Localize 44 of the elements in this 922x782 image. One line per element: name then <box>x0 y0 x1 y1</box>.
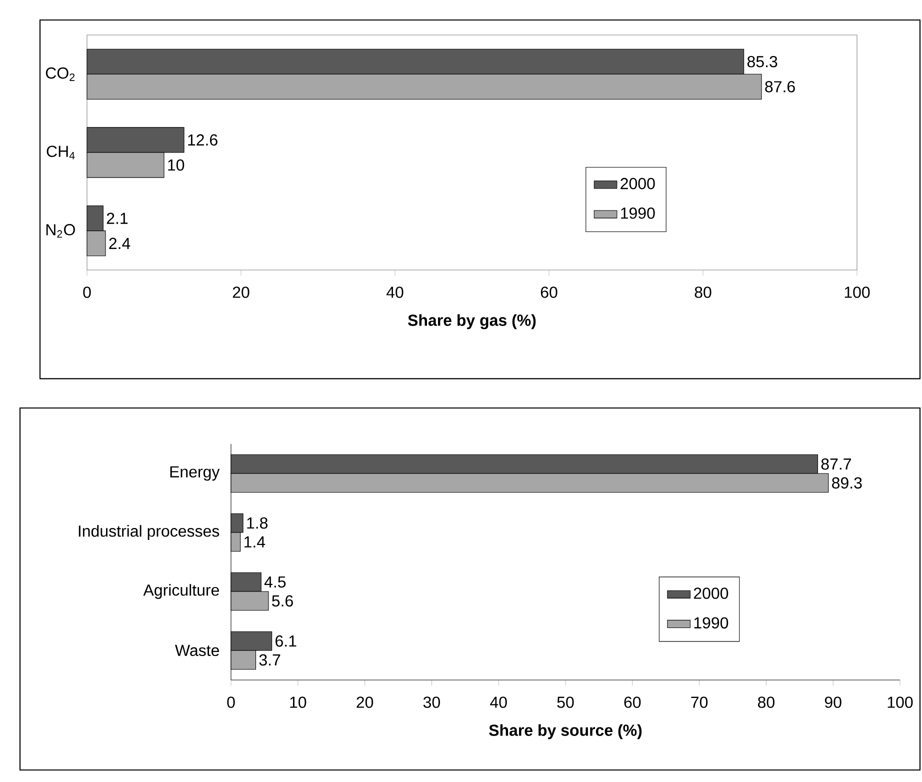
data-label: 2.1 <box>106 212 128 224</box>
data-label: 85.3 <box>747 56 778 68</box>
legend-label: 1990 <box>694 617 728 629</box>
y-tick-label: CO$_{2}$ <box>46 67 75 81</box>
y-tick-label: CH$_{4}$ <box>46 146 75 160</box>
x-tick-label: 20 <box>232 286 250 298</box>
x-tick-label: 40 <box>386 286 404 298</box>
x-tick-label: 90 <box>824 696 842 708</box>
data-label: 6.1 <box>276 635 296 647</box>
y-tick-label: Agriculture <box>143 584 219 599</box>
x-tick-label: 100 <box>844 286 870 298</box>
data-label: 10 <box>168 159 184 171</box>
x-tick-label: 80 <box>694 286 712 298</box>
data-label: 89.3 <box>832 477 862 489</box>
data-label: 87.7 <box>821 458 851 470</box>
x-tick-label: 20 <box>356 696 374 708</box>
x-tick-label: 10 <box>290 696 306 708</box>
data-label: 1.4 <box>244 536 266 548</box>
y-tick-label: N$_{2}$O <box>46 224 75 238</box>
x-tick-label: 80 <box>758 696 774 708</box>
x-axis-title: Share by source (%) <box>489 724 642 740</box>
x-axis-title: Share by gas (%) <box>408 314 536 330</box>
x-tick-label: 60 <box>624 696 641 708</box>
data-label: 1.8 <box>247 517 268 529</box>
x-tick-label: 70 <box>691 696 708 708</box>
x-tick-label: 0 <box>83 286 91 298</box>
x-tick-label: 100 <box>888 696 913 708</box>
x-tick-label: 60 <box>540 286 558 298</box>
data-label: 12.6 <box>188 134 218 146</box>
y-tick-label: Waste <box>175 644 219 656</box>
legend-label: 2000 <box>620 178 655 190</box>
x-tick-label: 0 <box>227 696 235 708</box>
legend-label: 2000 <box>694 588 728 599</box>
y-tick-label: Industrial processes <box>78 525 220 540</box>
data-label: 5.6 <box>272 595 293 607</box>
x-tick-label: 30 <box>423 696 440 708</box>
x-tick-label: 50 <box>557 696 574 708</box>
data-label: 2.4 <box>109 238 130 249</box>
x-tick-label: 40 <box>490 696 507 708</box>
data-label: 87.6 <box>765 81 795 92</box>
data-label: 4.5 <box>264 576 286 588</box>
y-tick-label: Energy <box>170 466 220 481</box>
data-label: 3.7 <box>259 654 280 666</box>
legend-label: 1990 <box>621 207 655 219</box>
